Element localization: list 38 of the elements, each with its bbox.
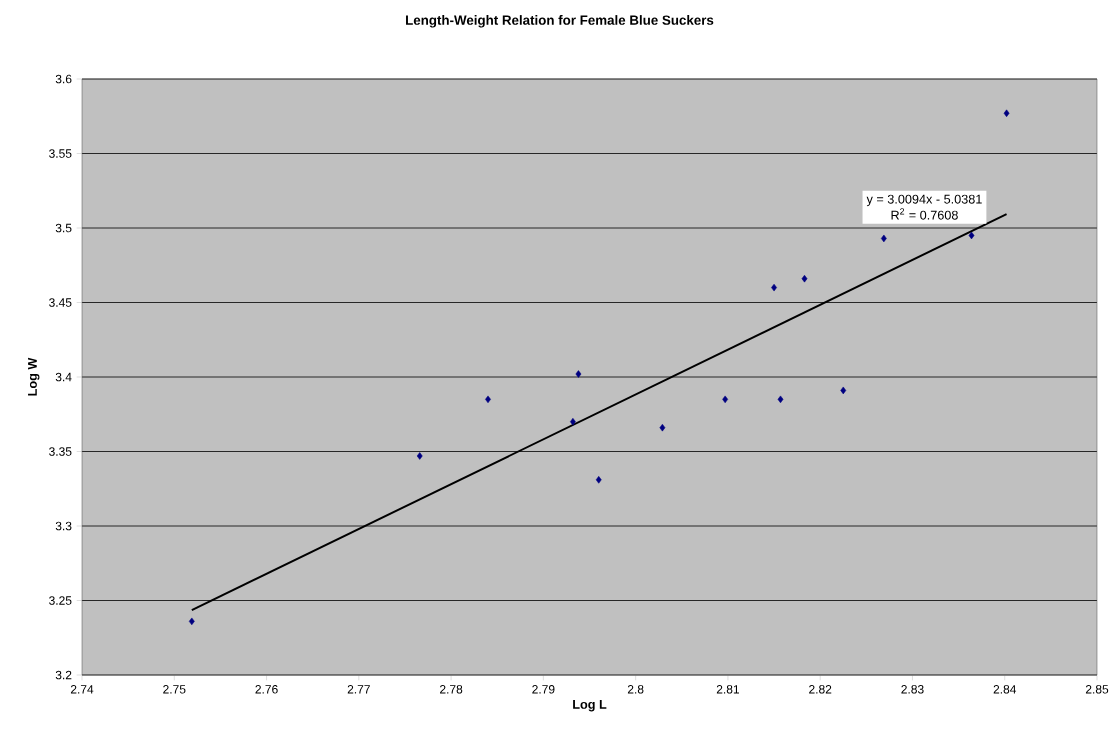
y-tick-label: 3.25: [49, 596, 72, 605]
y-tick-label: 3.45: [49, 298, 72, 307]
x-tick-label: 2.76: [255, 685, 278, 694]
x-axis-title: Log L: [573, 700, 607, 712]
point: [188, 617, 195, 626]
x-tick-label: 2.83: [901, 685, 924, 694]
x-tick-label: 2.81: [716, 685, 740, 694]
y-tick-label: 3.35: [49, 447, 72, 456]
point: [880, 234, 887, 243]
annotation: y = 3.0094x - 5.0381: [866, 194, 982, 207]
point: [416, 452, 423, 460]
x-tick-label: 2.78: [440, 685, 463, 694]
point: [801, 274, 808, 283]
point: [968, 231, 975, 240]
point: [1003, 109, 1010, 118]
x-tick-label: 2.82: [809, 685, 832, 694]
y-tick-label: 3.5: [55, 223, 72, 233]
x-tick-label: 2.8: [627, 685, 644, 694]
point: [840, 386, 847, 395]
x-tick-label: 2.79: [532, 685, 555, 694]
y-tick-label: 3.3: [55, 521, 72, 531]
y-tick-label: 3.6: [55, 74, 72, 84]
y-tick-label: 3.55: [49, 149, 72, 158]
point: [722, 395, 729, 404]
x-tick-label: 2.84: [993, 685, 1017, 694]
y-tick-label: 3.2: [55, 670, 72, 680]
chart-title: Length-Weight Relation for Female Blue Suckers: [406, 15, 714, 28]
point: [595, 476, 602, 484]
y-axis-title: Log W: [28, 357, 40, 396]
x-tick-label: 2.77: [347, 685, 370, 694]
x-tick-label: 2.74: [70, 685, 94, 694]
y-tick-label: 3.4: [55, 372, 72, 382]
point: [777, 395, 784, 404]
point: [659, 423, 666, 432]
x-tick-label: 2.75: [163, 685, 186, 694]
annotation: R$^{2}$ = 0.7608: [891, 208, 958, 220]
x-tick-label: 2.85: [1085, 685, 1109, 694]
point: [575, 370, 582, 378]
